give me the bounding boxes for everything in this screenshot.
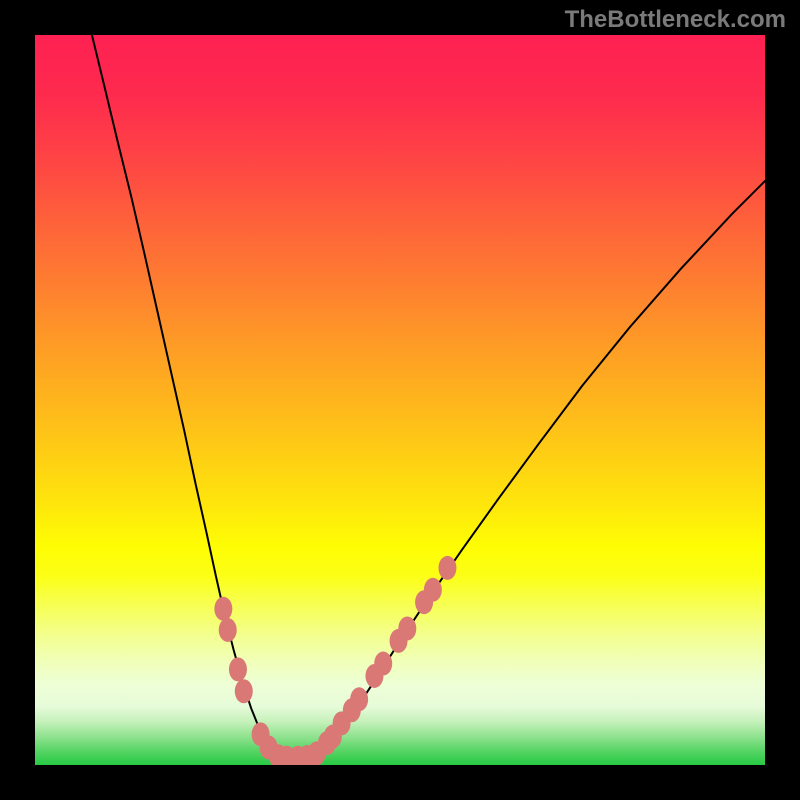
marker-dot — [398, 616, 416, 640]
bottleneck-chart — [35, 35, 765, 765]
marker-dot — [424, 578, 442, 602]
marker-dot — [219, 618, 237, 642]
chart-container: TheBottleneck.com — [0, 0, 800, 800]
marker-dot — [235, 679, 253, 703]
watermark-text: TheBottleneck.com — [565, 6, 786, 34]
gradient-background — [35, 35, 765, 765]
marker-dot — [438, 556, 456, 580]
marker-dot — [374, 652, 392, 676]
marker-dot — [229, 657, 247, 681]
marker-dot — [350, 687, 368, 711]
marker-dot — [214, 597, 232, 621]
